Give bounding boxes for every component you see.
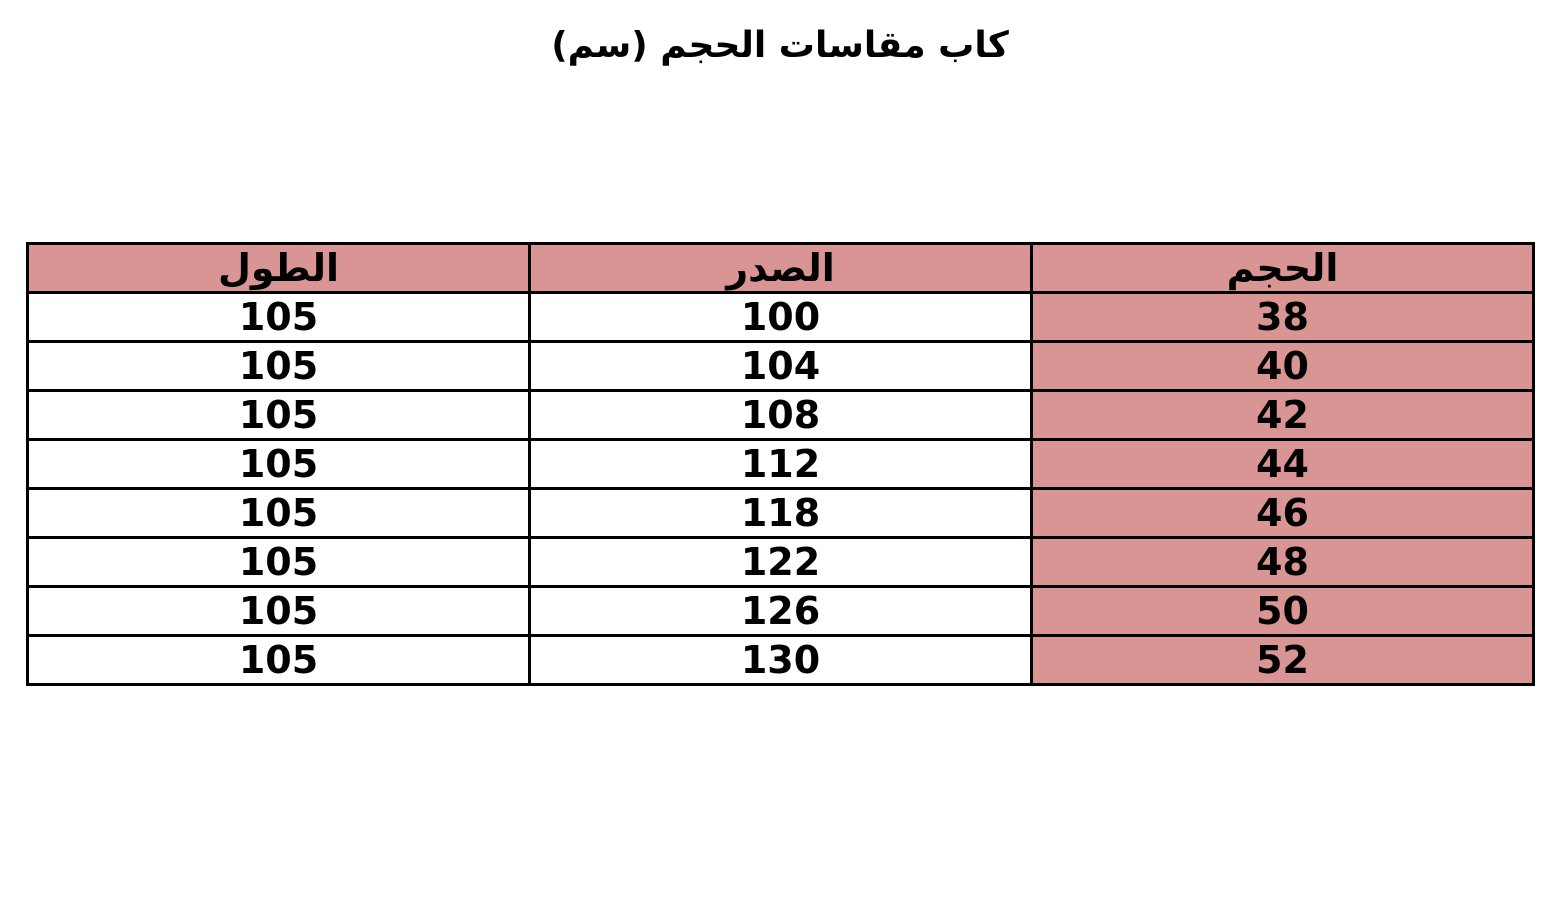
- cell-size: 46: [1030, 487, 1535, 539]
- cell-length: 105: [26, 340, 531, 392]
- cell-size: 38: [1030, 291, 1535, 343]
- table-row: 44 112 105: [26, 438, 1535, 490]
- cell-chest: 112: [528, 438, 1033, 490]
- table-row: 40 104 105: [26, 340, 1535, 392]
- cell-chest: 122: [528, 536, 1033, 588]
- cell-length: 105: [26, 634, 531, 686]
- column-header-size: الحجم: [1030, 242, 1535, 294]
- table-row: 42 108 105: [26, 389, 1535, 441]
- page-title: كاب مقاسات الحجم (سم): [551, 25, 1009, 66]
- table-row: 52 130 105: [26, 634, 1535, 686]
- cell-length: 105: [26, 389, 531, 441]
- cell-size: 48: [1030, 536, 1535, 588]
- cell-chest: 100: [528, 291, 1033, 343]
- cell-length: 105: [26, 536, 531, 588]
- cell-length: 105: [26, 585, 531, 637]
- cell-size: 40: [1030, 340, 1535, 392]
- cell-length: 105: [26, 438, 531, 490]
- cell-size: 42: [1030, 389, 1535, 441]
- cell-chest: 126: [528, 585, 1033, 637]
- column-header-chest: الصدر: [528, 242, 1033, 294]
- table-row: 46 118 105: [26, 487, 1535, 539]
- column-header-length: الطول: [26, 242, 531, 294]
- cell-size: 52: [1030, 634, 1535, 686]
- cell-chest: 104: [528, 340, 1033, 392]
- table-row: 48 122 105: [26, 536, 1535, 588]
- cell-chest: 118: [528, 487, 1033, 539]
- header-row: الحجم الصدر الطول: [26, 242, 1535, 294]
- cell-size: 50: [1030, 585, 1535, 637]
- size-table: الحجم الصدر الطول 38 100 105 40 104 105 42 108 105…: [26, 242, 1535, 686]
- cell-size: 44: [1030, 438, 1535, 490]
- table-row: 38 100 105: [26, 291, 1535, 343]
- cell-length: 105: [26, 487, 531, 539]
- cell-chest: 108: [528, 389, 1033, 441]
- table-row: 50 126 105: [26, 585, 1535, 637]
- cell-length: 105: [26, 291, 531, 343]
- cell-chest: 130: [528, 634, 1033, 686]
